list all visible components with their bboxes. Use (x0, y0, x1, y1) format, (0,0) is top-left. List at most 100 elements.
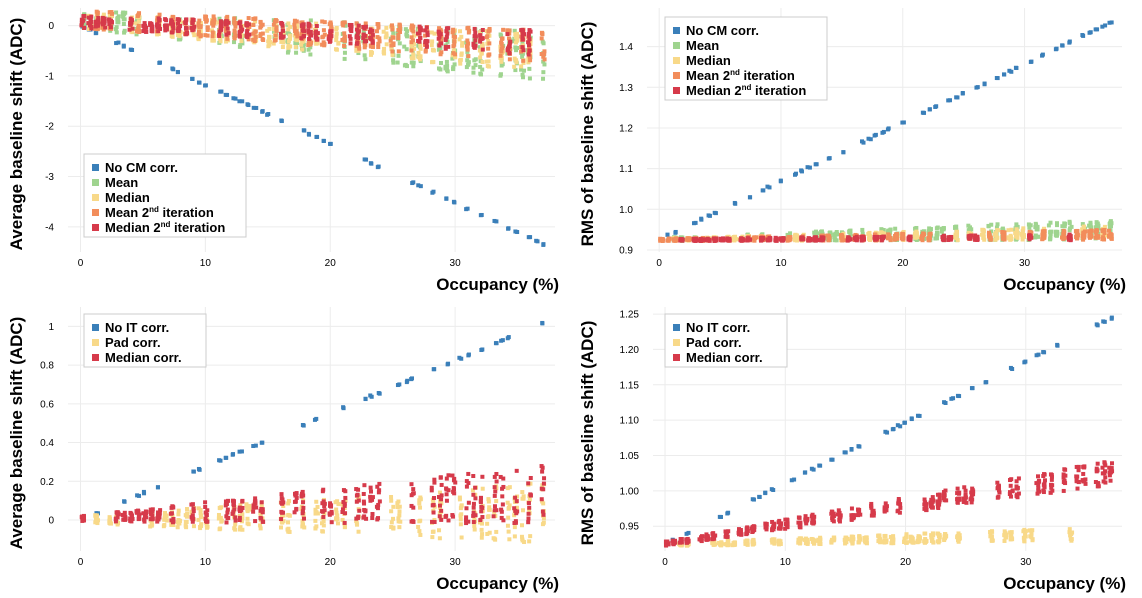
data-point (443, 514, 448, 519)
data-point (939, 226, 944, 231)
data-point (805, 518, 810, 523)
data-point (244, 21, 249, 26)
data-point (438, 60, 443, 65)
data-point (886, 228, 891, 233)
data-point (210, 28, 215, 33)
data-point (1102, 319, 1107, 324)
data-point (1094, 322, 1099, 327)
legend-label: Pad corr. (105, 335, 161, 350)
x-tick-label: 30 (1019, 258, 1031, 269)
data-point (528, 58, 533, 63)
data-point (464, 506, 469, 511)
data-point (150, 516, 155, 521)
data-point (486, 53, 491, 58)
data-point (246, 522, 251, 527)
data-point (82, 22, 87, 27)
data-point (466, 41, 471, 46)
y-tick-label: 1.1 (619, 164, 633, 175)
data-point (1069, 224, 1074, 229)
data-point (889, 539, 894, 544)
data-point (963, 488, 968, 493)
data-point (423, 33, 428, 38)
data-point (818, 463, 823, 468)
data-point (363, 21, 368, 26)
series-points (665, 20, 1114, 237)
data-point (1074, 474, 1079, 479)
data-point (860, 231, 865, 236)
data-point (116, 14, 121, 19)
data-point (772, 541, 777, 546)
data-point (417, 501, 422, 506)
data-point (169, 518, 174, 523)
data-point (259, 516, 264, 521)
data-point (141, 29, 146, 34)
data-point (272, 38, 277, 43)
data-point (541, 512, 546, 517)
data-point (1067, 219, 1072, 224)
data-point (157, 17, 162, 22)
data-point (512, 64, 517, 69)
legend-swatch (92, 354, 99, 361)
data-point (113, 519, 118, 524)
data-point (819, 238, 824, 243)
data-point (757, 495, 762, 500)
data-point (260, 507, 265, 512)
data-point (320, 35, 325, 40)
data-point (122, 510, 127, 515)
data-point (376, 516, 381, 521)
data-point (923, 531, 928, 536)
data-point (232, 16, 237, 21)
data-point (286, 512, 291, 517)
data-point (288, 24, 293, 29)
data-point (224, 32, 229, 37)
data-point (397, 41, 402, 46)
data-point (994, 75, 999, 80)
data-point (526, 40, 531, 45)
data-point (367, 30, 372, 35)
data-point (171, 505, 176, 510)
data-point (937, 502, 942, 507)
data-point (745, 238, 750, 243)
data-point (479, 44, 484, 49)
data-point (198, 34, 203, 39)
data-point (505, 500, 510, 505)
data-point (478, 518, 483, 523)
data-point (1081, 224, 1086, 229)
data-point (176, 518, 181, 523)
data-point (409, 482, 414, 487)
data-point (416, 183, 421, 188)
x-tick-label: 30 (1020, 557, 1032, 568)
data-point (376, 25, 381, 30)
data-point (258, 526, 263, 531)
data-point (792, 233, 797, 238)
data-point (292, 19, 297, 24)
data-point (460, 43, 465, 48)
data-point (368, 36, 373, 41)
data-point (116, 40, 121, 45)
legend-swatch (92, 209, 99, 216)
data-point (936, 533, 941, 538)
data-point (246, 103, 251, 108)
data-point (1023, 359, 1028, 364)
data-point (987, 234, 992, 239)
data-point (335, 516, 340, 521)
data-point (155, 485, 160, 490)
data-point (1016, 491, 1021, 496)
x-tick-label: 30 (450, 258, 462, 269)
data-point (411, 487, 416, 492)
data-point (806, 238, 811, 243)
data-point (1002, 538, 1007, 543)
y-tick-label: 1.20 (620, 345, 640, 356)
data-point (943, 536, 948, 541)
data-point (238, 24, 243, 29)
data-point (898, 505, 903, 510)
data-point (1070, 530, 1075, 535)
data-point (197, 467, 202, 472)
data-point (184, 513, 189, 518)
data-point (300, 511, 305, 516)
data-point (540, 469, 545, 474)
data-point (390, 27, 395, 32)
data-point (197, 524, 202, 529)
data-point (94, 511, 99, 516)
data-point (717, 514, 722, 519)
